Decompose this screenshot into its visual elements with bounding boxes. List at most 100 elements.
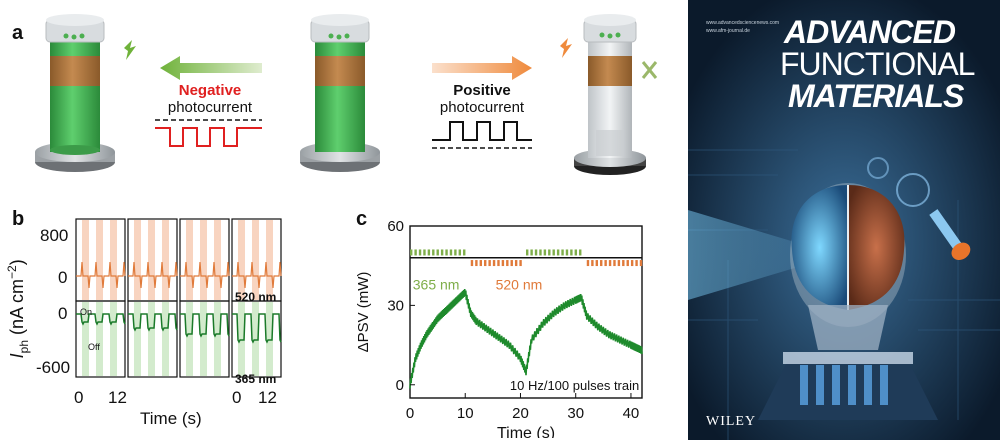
device-left (35, 14, 115, 172)
panel-b-ylabel: Iph (nA cm−2) (5, 259, 31, 359)
light-pulse-mark (432, 249, 435, 256)
light-pulse-mark (574, 249, 578, 256)
light-on-stripe (266, 302, 273, 376)
light-pulse-mark (470, 260, 474, 267)
x-tick-label: 10 (457, 405, 474, 422)
negative-title: Negative (178, 82, 242, 99)
orange-photocurrent-trace (232, 261, 282, 289)
light-pulse-mark (591, 260, 594, 267)
xtick-0-a: 0 (74, 388, 84, 407)
subplot-bottom-frame (231, 300, 282, 378)
panel-b-xlabel: Time (s) (140, 409, 202, 428)
label-520nm: 520 nm (235, 290, 277, 304)
positive-pulse-waveform (432, 121, 532, 141)
orange-photocurrent-trace (76, 261, 126, 289)
light-pulse-mark (548, 249, 551, 256)
light-on-stripe (238, 302, 245, 376)
panel-a-letter: a (12, 22, 24, 44)
xtick-0-b: 0 (232, 388, 242, 407)
light-on-stripe (266, 220, 273, 300)
negative-subtitle: photocurrent (167, 99, 253, 116)
arrow-right-icon (432, 56, 532, 80)
light-on-stripe (148, 302, 155, 376)
cover-title-line-3: MATERIALS (788, 78, 964, 114)
light-pulse-mark (613, 260, 616, 267)
light-pulse-mark (454, 249, 457, 256)
light-pulse-mark (440, 249, 444, 256)
light-pulse-mark (479, 260, 482, 267)
cover-small-line-1: www.advancedsciencenews.com (706, 20, 780, 26)
light-pulse-mark (463, 249, 466, 256)
subplot-bottom-frame (127, 300, 178, 378)
light-pulse-mark (556, 249, 560, 256)
x-tick-label: 20 (512, 405, 529, 422)
light-pulse-mark (445, 249, 448, 256)
x-axis-label: Time (s) (497, 425, 555, 438)
light-on-stripe (238, 220, 245, 300)
green-photocurrent-trace (128, 313, 178, 332)
negative-pulse-waveform (155, 127, 262, 147)
light-pulse-mark (488, 260, 491, 267)
light-pulse-mark (565, 249, 569, 256)
plot-frame (409, 225, 643, 399)
xtick-12-b: 12 (258, 388, 277, 407)
light-pulse-mark (626, 260, 629, 267)
ytick-0-bottom: 0 (58, 304, 68, 323)
light-on-stripe (82, 220, 89, 300)
light-pulse-mark (410, 249, 413, 256)
light-pulse-mark (595, 260, 598, 267)
light-pulse-mark (458, 249, 462, 256)
lightning-icon (560, 38, 572, 58)
ytick-800: 800 (40, 226, 69, 245)
lightning-icon (124, 40, 136, 60)
orange-photocurrent-trace (180, 261, 230, 289)
device-middle (300, 14, 380, 172)
light-pulse-mark (423, 249, 426, 256)
light-on-stripe (134, 302, 141, 376)
y-axis-label: ΔPSV (mW) (355, 272, 372, 353)
light-pulse-mark (530, 249, 533, 256)
light-pulse-mark (608, 260, 612, 267)
light-on-stripe (252, 302, 259, 376)
light-on-stripe (214, 302, 221, 376)
light-pulse-mark (436, 249, 439, 256)
ytick-neg600: -600 (36, 358, 71, 377)
positive-title: Positive (453, 82, 511, 99)
legend-365nm: 365 nm (413, 277, 460, 293)
green-photocurrent-trace (180, 313, 230, 338)
x-tick-label: 30 (567, 405, 584, 422)
light-pulse-mark (617, 260, 621, 267)
label-on: On (80, 307, 93, 317)
light-pulse-mark (526, 249, 529, 256)
light-pulse-mark (414, 249, 417, 256)
light-pulse-mark (586, 260, 590, 267)
light-on-stripe (162, 302, 169, 376)
y-tick-label: 60 (387, 218, 404, 235)
light-on-stripe (186, 220, 193, 300)
y-tick-label: 30 (387, 297, 404, 314)
cover-publisher: WILEY (706, 414, 757, 429)
positive-subtitle: photocurrent (439, 99, 525, 116)
divider (680, 0, 688, 440)
light-pulse-mark (543, 249, 547, 256)
light-on-stripe (110, 302, 117, 376)
light-pulse-mark (510, 260, 513, 267)
x-tick-label: 0 (406, 405, 414, 422)
light-pulse-mark (604, 260, 607, 267)
cross-icon (641, 61, 658, 79)
device-right (574, 14, 646, 175)
label-365nm: 365 nm (235, 372, 277, 386)
subplot-bottom-frame (75, 300, 126, 378)
light-pulse-mark (539, 249, 542, 256)
light-pulse-mark (501, 260, 505, 267)
data-series-line (409, 288, 643, 389)
figure-panel: a (5, 14, 658, 438)
arrow-left-icon (160, 56, 262, 80)
light-pulse-mark (630, 260, 634, 267)
panel-a-illustration (35, 14, 658, 175)
light-pulse-mark (639, 260, 643, 267)
ytick-0-top: 0 (58, 268, 68, 287)
light-pulse-mark (534, 249, 538, 256)
light-pulse-mark (492, 260, 496, 267)
light-pulse-mark (484, 260, 487, 267)
